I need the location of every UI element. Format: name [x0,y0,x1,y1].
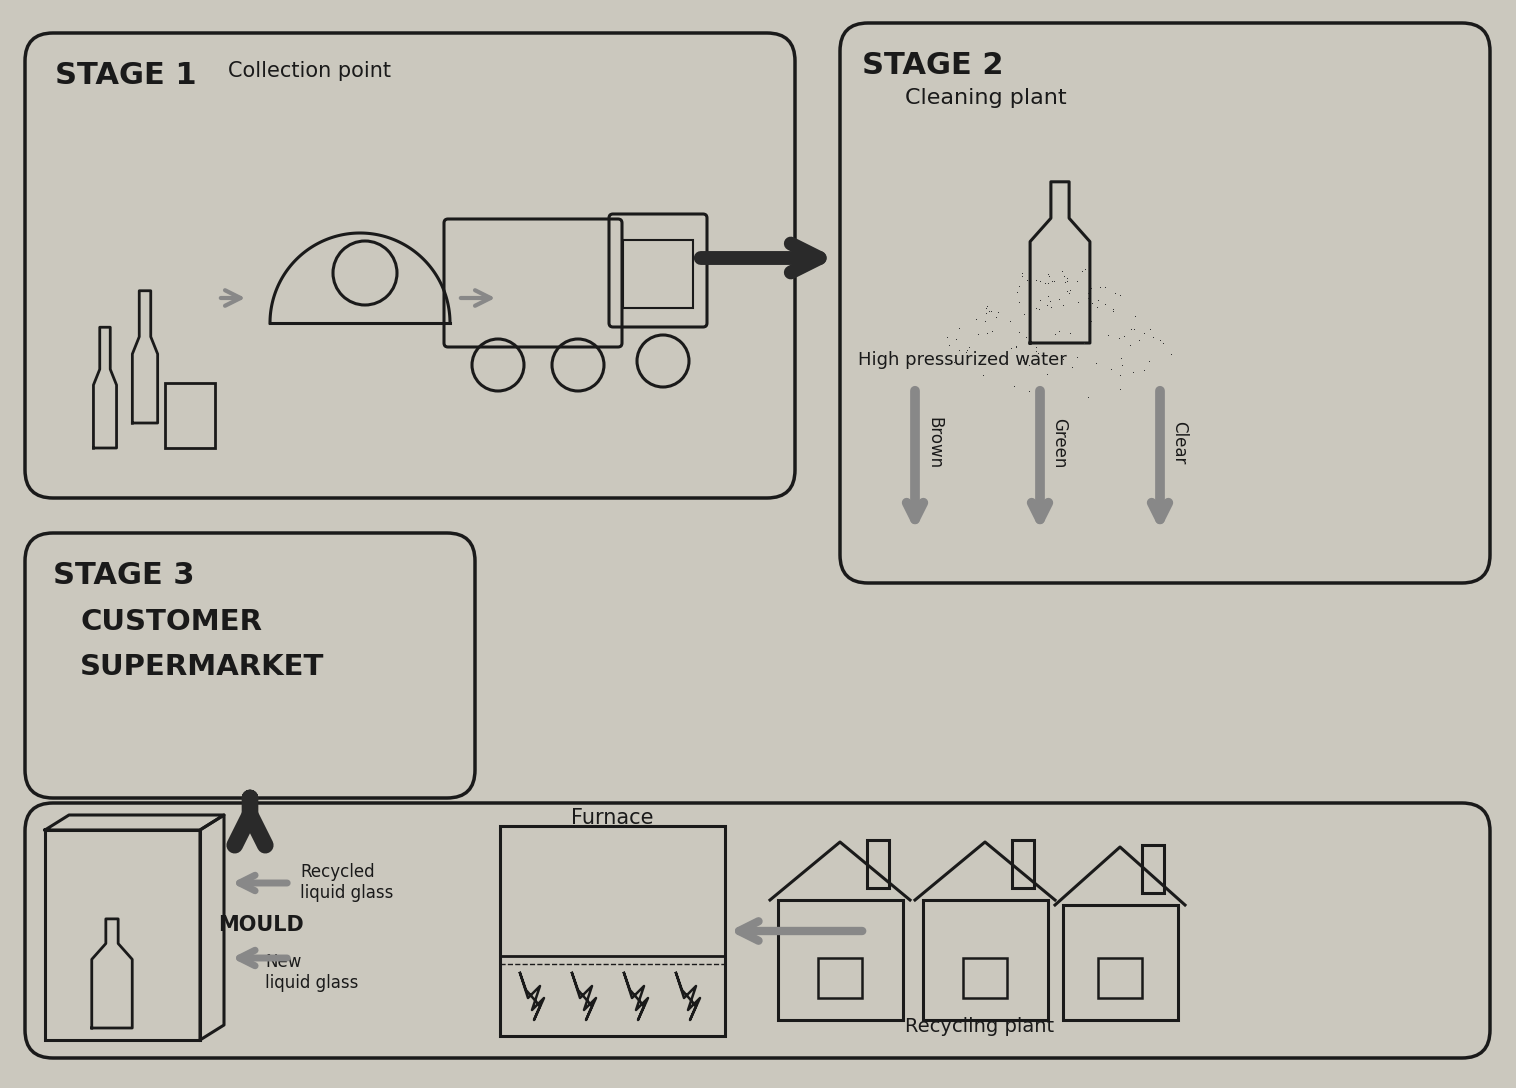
Text: Clear: Clear [1170,421,1189,465]
Bar [923,900,1048,1021]
Bar [963,959,1007,998]
Bar [623,240,693,308]
Text: Recycled
liquid glass: Recycled liquid glass [300,863,393,902]
Text: SUPERMARKET: SUPERMARKET [80,653,324,681]
Bar [1013,840,1034,888]
Text: CUSTOMER: CUSTOMER [80,608,262,636]
Text: Brown: Brown [925,417,943,469]
Text: Green: Green [1051,418,1067,468]
Bar [165,383,215,448]
Text: Cleaning plant: Cleaning plant [905,88,1067,108]
Bar [45,830,200,1040]
Text: STAGE 2: STAGE 2 [863,51,1004,81]
Bar [1142,845,1164,893]
Text: New
liquid glass: New liquid glass [265,953,358,992]
Text: STAGE 1: STAGE 1 [55,61,197,90]
Text: High pressurized water: High pressurized water [858,351,1067,369]
Bar [1063,905,1178,1021]
Text: Recycling plant: Recycling plant [905,1017,1055,1036]
Text: Furnace: Furnace [570,808,653,828]
Bar [819,959,863,998]
Bar [867,840,888,888]
Bar [778,900,904,1021]
Text: STAGE 3: STAGE 3 [53,561,194,590]
Text: MOULD: MOULD [218,915,303,935]
Bar [500,826,725,1036]
Bar [1098,959,1142,998]
Text: Collection point: Collection point [229,61,391,81]
